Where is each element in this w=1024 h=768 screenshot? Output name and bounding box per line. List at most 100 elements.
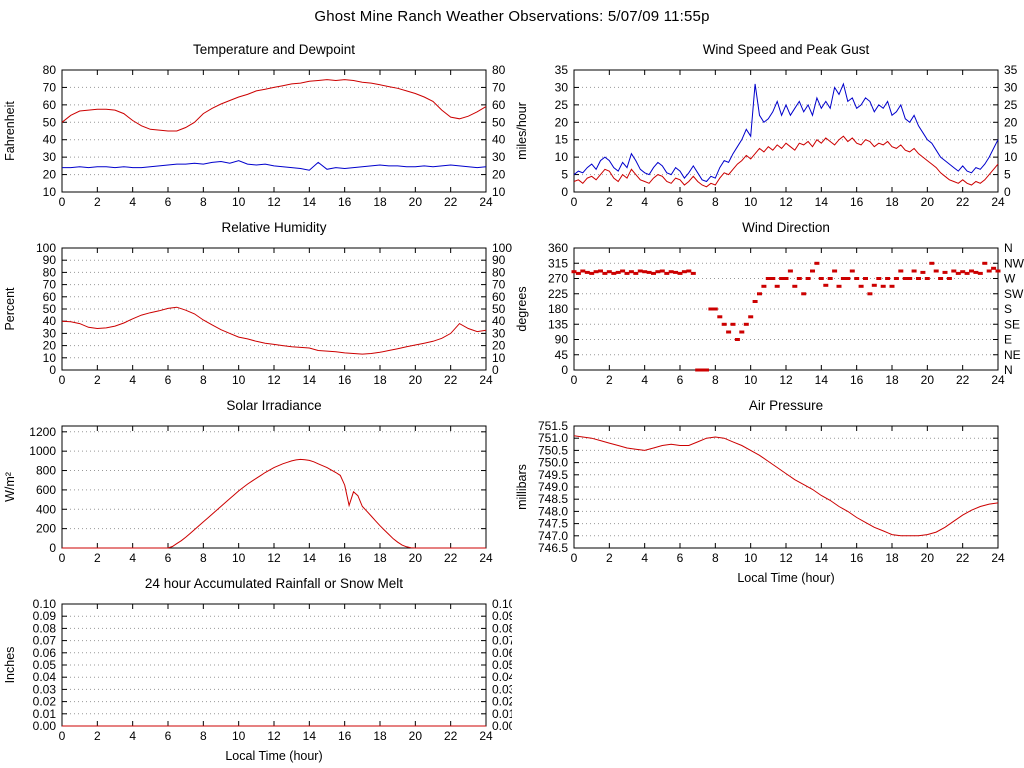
svg-text:0.01: 0.01 — [33, 707, 57, 721]
svg-text:0.08: 0.08 — [492, 621, 512, 635]
svg-text:4: 4 — [129, 373, 136, 387]
wind-speed-gust-chart: 0 2 4 6 8 10 12 14 16 18 20 22 24 0 0 5 5 10 10 15 15 20 20 25 2… — [512, 34, 1024, 212]
svg-text:25: 25 — [555, 98, 569, 112]
svg-text:20: 20 — [492, 339, 506, 353]
svg-text:10: 10 — [232, 373, 246, 387]
svg-text:70: 70 — [492, 278, 506, 292]
svg-text:0.04: 0.04 — [492, 670, 512, 684]
svg-text:Solar Irradiance: Solar Irradiance — [226, 398, 321, 413]
svg-text:40: 40 — [43, 133, 57, 147]
svg-text:10: 10 — [232, 195, 246, 209]
svg-text:0.02: 0.02 — [33, 695, 57, 709]
svg-text:W: W — [1004, 272, 1016, 286]
svg-text:0.02: 0.02 — [492, 695, 512, 709]
svg-text:8: 8 — [200, 551, 207, 565]
svg-text:8: 8 — [200, 729, 207, 743]
svg-text:748.0: 748.0 — [538, 504, 568, 518]
svg-text:50: 50 — [492, 302, 506, 316]
svg-text:24 hour Accumulated Rainfall o: 24 hour Accumulated Rainfall or Snow Mel… — [145, 576, 403, 591]
svg-text:2: 2 — [94, 729, 101, 743]
svg-text:50: 50 — [43, 115, 57, 129]
svg-text:40: 40 — [43, 314, 57, 328]
svg-text:10: 10 — [555, 150, 569, 164]
svg-text:8: 8 — [712, 195, 719, 209]
svg-text:0: 0 — [571, 551, 578, 565]
svg-text:100: 100 — [36, 241, 56, 255]
svg-text:0: 0 — [49, 363, 56, 377]
svg-text:30: 30 — [555, 80, 569, 94]
svg-text:14: 14 — [303, 373, 317, 387]
svg-text:16: 16 — [338, 195, 352, 209]
svg-text:8: 8 — [200, 373, 207, 387]
svg-text:12: 12 — [779, 551, 793, 565]
svg-text:2: 2 — [94, 373, 101, 387]
svg-text:1200: 1200 — [29, 425, 56, 439]
svg-text:Local Time (hour): Local Time (hour) — [225, 749, 322, 763]
svg-text:8: 8 — [200, 195, 207, 209]
temperature-dewpoint-chart: 0 2 4 6 8 10 12 14 16 18 20 22 24 10 10 20 20 30 30 40 40 50 5… — [0, 34, 512, 212]
svg-text:20: 20 — [492, 168, 506, 182]
svg-text:70: 70 — [43, 278, 57, 292]
page-title: Ghost Mine Ranch Weather Observations: 5… — [314, 8, 710, 25]
svg-text:750.0: 750.0 — [538, 456, 568, 470]
svg-text:30: 30 — [492, 150, 506, 164]
svg-text:16: 16 — [850, 551, 864, 565]
chart-canvas: 0 2 4 6 8 10 12 14 16 18 20 22 24746.5747.0747.5748.… — [515, 398, 1005, 585]
svg-text:18: 18 — [885, 373, 899, 387]
svg-text:90: 90 — [43, 253, 57, 267]
svg-text:10: 10 — [1004, 150, 1018, 164]
svg-text:6: 6 — [165, 729, 172, 743]
svg-text:14: 14 — [815, 195, 829, 209]
svg-text:18: 18 — [885, 195, 899, 209]
svg-text:24: 24 — [479, 195, 493, 209]
svg-text:20: 20 — [921, 373, 935, 387]
svg-text:0.05: 0.05 — [33, 658, 57, 672]
svg-text:5: 5 — [561, 168, 568, 182]
svg-text:10: 10 — [492, 351, 506, 365]
svg-text:0: 0 — [561, 185, 568, 199]
svg-text:12: 12 — [267, 373, 281, 387]
svg-text:20: 20 — [921, 195, 935, 209]
svg-text:80: 80 — [492, 265, 506, 279]
svg-text:0.03: 0.03 — [33, 682, 57, 696]
svg-text:24: 24 — [479, 373, 493, 387]
svg-text:22: 22 — [956, 551, 970, 565]
svg-text:0.09: 0.09 — [492, 609, 512, 623]
svg-text:0.05: 0.05 — [492, 658, 512, 672]
svg-text:14: 14 — [815, 551, 829, 565]
svg-text:10: 10 — [232, 729, 246, 743]
svg-text:14: 14 — [303, 551, 317, 565]
svg-text:Fahrenheit: Fahrenheit — [3, 101, 17, 161]
svg-text:18: 18 — [373, 551, 387, 565]
svg-text:200: 200 — [36, 522, 56, 536]
svg-text:0.09: 0.09 — [33, 609, 57, 623]
svg-text:50: 50 — [43, 302, 57, 316]
svg-text:2: 2 — [606, 195, 613, 209]
svg-text:0: 0 — [571, 373, 578, 387]
svg-text:360: 360 — [548, 241, 568, 255]
svg-text:22: 22 — [444, 373, 458, 387]
svg-text:18: 18 — [885, 551, 899, 565]
svg-text:6: 6 — [677, 373, 684, 387]
chart-canvas: 0246810121416182022240.000.000.010.010.0… — [3, 576, 512, 763]
svg-text:10: 10 — [744, 373, 758, 387]
svg-text:12: 12 — [267, 729, 281, 743]
svg-text:Percent: Percent — [3, 287, 17, 331]
svg-text:Local Time (hour): Local Time (hour) — [737, 571, 834, 585]
svg-text:35: 35 — [1004, 63, 1018, 77]
svg-text:SE: SE — [1004, 317, 1020, 331]
svg-text:10: 10 — [744, 551, 758, 565]
svg-text:0: 0 — [59, 729, 66, 743]
svg-text:22: 22 — [444, 729, 458, 743]
svg-text:750.5: 750.5 — [538, 443, 568, 457]
svg-text:16: 16 — [850, 195, 864, 209]
svg-text:0.10: 0.10 — [492, 597, 512, 611]
svg-text:747.5: 747.5 — [538, 517, 568, 531]
svg-text:6: 6 — [165, 551, 172, 565]
svg-text:24: 24 — [991, 195, 1005, 209]
svg-text:800: 800 — [36, 464, 56, 478]
svg-text:12: 12 — [267, 551, 281, 565]
svg-text:20: 20 — [921, 551, 935, 565]
svg-text:180: 180 — [548, 302, 568, 316]
svg-text:18: 18 — [373, 373, 387, 387]
